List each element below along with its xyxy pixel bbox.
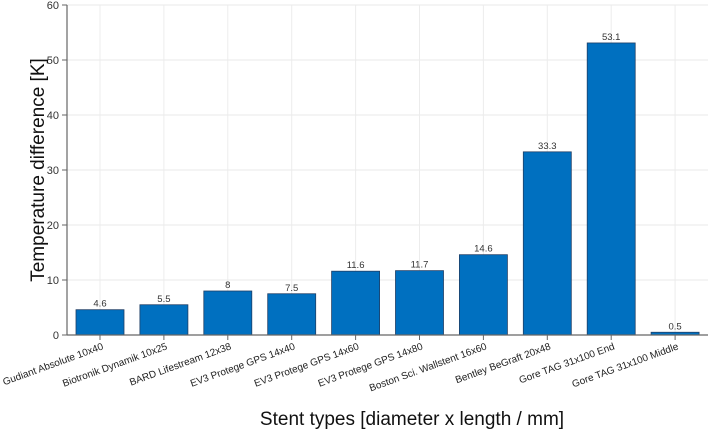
x-tick-label: Boston Sci. Wallstent 16x60 xyxy=(368,341,489,394)
bar-value-label: 14.6 xyxy=(474,244,493,255)
y-tick-label: 60 xyxy=(47,0,59,12)
x-axis-title: Stent types [diameter x length / mm] xyxy=(260,409,564,430)
y-tick-label: 50 xyxy=(47,55,59,67)
bar xyxy=(395,270,444,336)
bar-value-label: 8 xyxy=(225,280,230,291)
bar xyxy=(458,254,508,336)
bar-value-label: 7.5 xyxy=(285,283,298,294)
bar-value-label: 33.3 xyxy=(538,141,557,152)
bar xyxy=(586,42,636,336)
bar-value-label: 11.7 xyxy=(411,260,429,271)
bar xyxy=(203,290,253,336)
bar-value-label: 0.5 xyxy=(668,321,681,332)
bar xyxy=(331,270,381,336)
x-tick-label: Gore TAG 31x100 Middle xyxy=(571,341,681,390)
bar xyxy=(522,151,572,336)
bar xyxy=(139,304,189,336)
bars: 4.6 5.5 8 7.5 11.6 11.7 14.6 33.3 53.1 0.5 xyxy=(75,32,700,336)
y-axis-title: Temperature difference [K] xyxy=(28,58,49,282)
x-tick-label: EV3 Protege GPS 14x40 xyxy=(189,341,297,389)
bar-value-label: 4.6 xyxy=(93,299,106,310)
y-tick-label: 20 xyxy=(47,220,59,232)
bar-value-label: 53.1 xyxy=(602,32,621,43)
y-tick-label: 30 xyxy=(47,165,59,177)
bar xyxy=(267,293,317,336)
x-tick-label: Biotronik Dynamik 10x25 xyxy=(61,341,169,389)
x-tick-label: EV3 Protege GPS 14x60 xyxy=(253,341,361,389)
y-tick-label: 10 xyxy=(47,275,59,287)
y-axis-ticks: 0 10 20 30 40 50 60 xyxy=(47,0,67,342)
bar-value-label: 5.5 xyxy=(157,294,170,305)
x-tick-label: Gudiant Absolute 10x40 xyxy=(1,341,105,388)
bar-value-label: 11.6 xyxy=(347,260,365,271)
y-tick-label: 40 xyxy=(47,110,59,122)
y-tick-label: 0 xyxy=(53,330,59,342)
bar xyxy=(75,309,125,336)
